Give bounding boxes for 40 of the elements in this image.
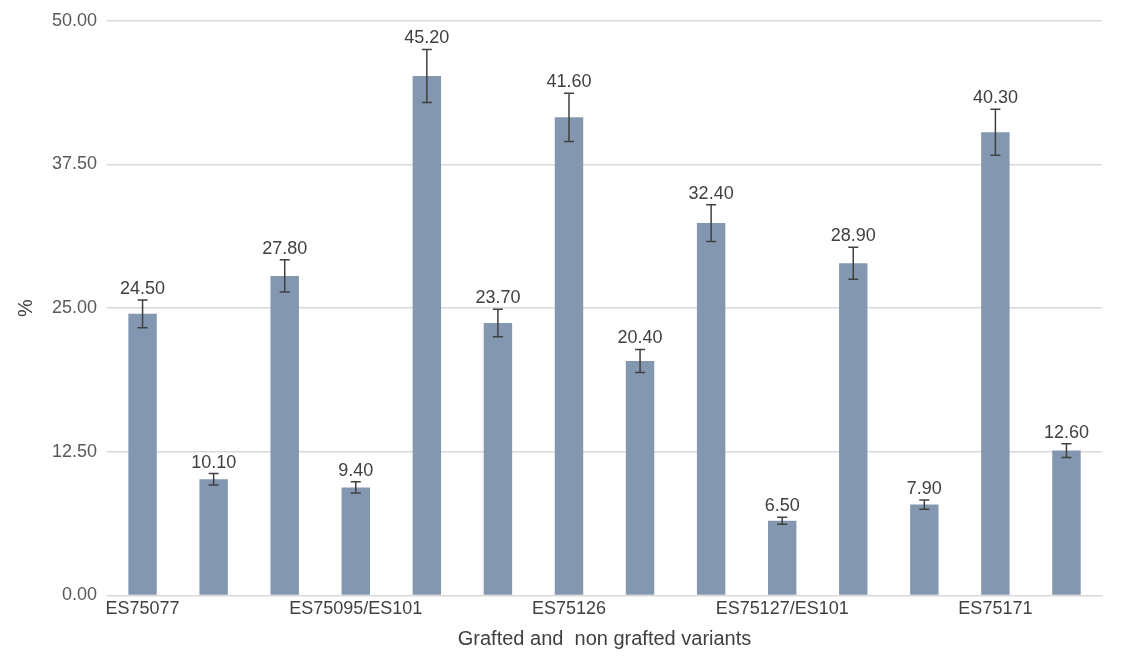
data-label: 6.50 <box>764 495 800 516</box>
bar <box>981 132 1010 595</box>
y-tick-label: 25.00 <box>52 297 98 318</box>
data-label: 32.40 <box>688 182 734 203</box>
x-tick-label: ES75077 <box>105 598 180 619</box>
bar <box>625 360 655 595</box>
bar <box>270 275 299 595</box>
bar <box>839 263 868 595</box>
data-label: 28.90 <box>830 225 876 246</box>
data-label: 40.30 <box>972 87 1018 108</box>
data-label: 20.40 <box>617 327 663 348</box>
x-tick-label: ES75127/ES101 <box>715 598 849 619</box>
y-tick-label: 0.00 <box>62 584 98 605</box>
data-label: 23.70 <box>475 287 521 308</box>
data-label: 12.60 <box>1043 421 1089 442</box>
x-tick-label: ES75126 <box>531 598 607 619</box>
data-label: 7.90 <box>906 477 942 498</box>
y-tick-label: 50.00 <box>52 9 98 30</box>
bar <box>910 504 939 595</box>
x-axis-title: Grafted and non grafted variants <box>457 626 752 649</box>
bar <box>696 223 726 595</box>
y-tick-label: 37.50 <box>52 153 98 174</box>
bar <box>412 75 442 595</box>
x-tick-label: ES75095/ES101 <box>289 598 423 619</box>
data-label: 9.40 <box>338 459 374 480</box>
bar <box>128 313 157 595</box>
bar <box>341 487 370 595</box>
bar <box>199 479 228 595</box>
data-label: 45.20 <box>404 27 450 48</box>
data-label: 10.10 <box>191 451 237 472</box>
bar <box>483 323 513 595</box>
data-label: 27.80 <box>262 237 308 258</box>
data-label: 24.50 <box>120 278 166 299</box>
y-tick-label: 12.50 <box>52 440 98 461</box>
bar <box>767 520 797 595</box>
y-axis-title: % <box>13 299 36 317</box>
data-label: 41.60 <box>546 71 592 92</box>
x-tick-label: ES75171 <box>958 598 1033 619</box>
bar <box>554 117 584 595</box>
bar <box>1052 450 1081 595</box>
